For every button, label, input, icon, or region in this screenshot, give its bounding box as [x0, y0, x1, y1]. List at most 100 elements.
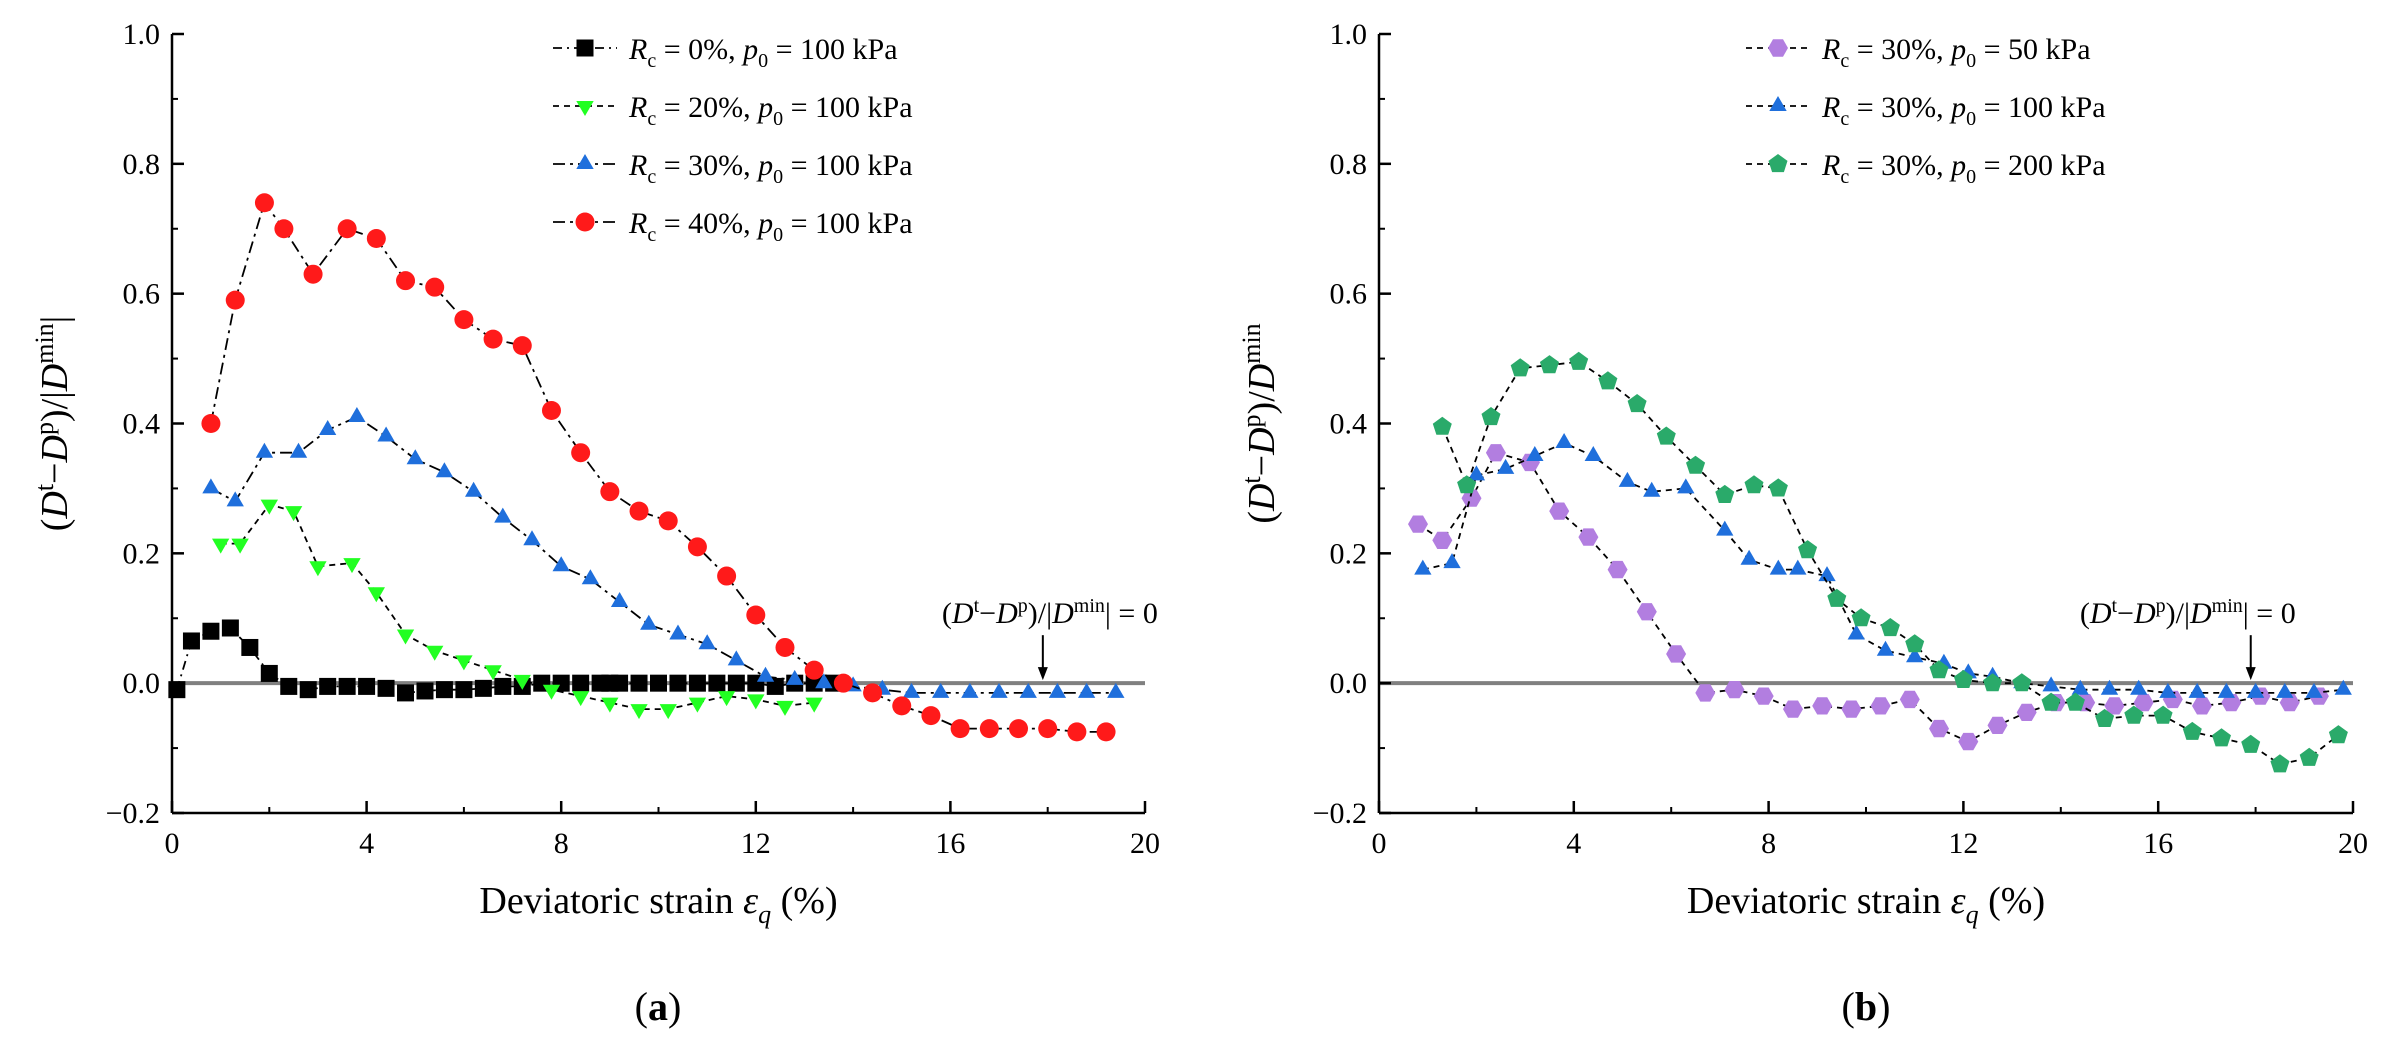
data-point: [542, 684, 561, 700]
legend-label: Rc = 40%, p0 = 100 kPa: [628, 207, 913, 246]
data-point: [2270, 754, 2290, 773]
legend-label: Rc = 0%, p0 = 100 kPa: [628, 33, 898, 72]
data-point: [465, 481, 483, 497]
data-point: [1905, 634, 1925, 653]
data-point: [201, 414, 221, 433]
data-point: [1414, 559, 1432, 575]
data-point: [1048, 682, 1067, 698]
legend-entry-4: Rc = 40%, p0 = 100 kPa: [553, 207, 913, 246]
data-point: [319, 677, 337, 695]
data-point: [1744, 475, 1764, 494]
data-point: [1677, 478, 1695, 494]
data-point: [338, 677, 356, 695]
x-tick-label: 8: [1761, 827, 1776, 860]
x-tick-label: 12: [1948, 827, 1978, 860]
series-line: [1441, 360, 2339, 766]
data-point: [309, 561, 327, 577]
data-point: [687, 537, 707, 557]
y-tick-label: 0.2: [1330, 537, 1368, 570]
data-point: [1497, 458, 1515, 474]
data-point: [494, 677, 512, 695]
data-point: [1107, 682, 1125, 698]
data-point: [786, 669, 804, 685]
data-point: [435, 681, 453, 699]
data-point: [979, 719, 999, 739]
data-point: [1789, 559, 1807, 575]
data-point: [746, 605, 766, 625]
data-point: [1510, 358, 1530, 377]
legend-label: Rc = 20%, p0 = 100 kPa: [628, 91, 913, 130]
data-point: [1461, 489, 1482, 507]
data-point: [2104, 697, 2125, 715]
data-point: [2212, 728, 2231, 747]
data-point: [1656, 426, 1676, 445]
data-point: [1643, 481, 1661, 497]
data-point: [2100, 679, 2119, 695]
data-point: [1019, 682, 1037, 698]
data-point: [950, 719, 970, 739]
x-tick-label: 8: [554, 827, 569, 860]
data-point: [892, 696, 912, 716]
legend-entry-2: Rc = 30%, p0 = 100 kPa: [1746, 91, 2106, 130]
data-point: [688, 697, 707, 713]
data-point: [2016, 703, 2037, 721]
data-point: [1578, 528, 1599, 546]
data-point: [2159, 682, 2177, 698]
data-point: [2279, 694, 2300, 712]
data-point: [581, 569, 600, 585]
data-point: [474, 679, 492, 697]
data-point: [1555, 433, 1573, 448]
series-2: [1414, 433, 2352, 698]
data-point: [280, 677, 298, 695]
data-point: [483, 329, 503, 349]
data-point: [1539, 355, 1559, 374]
data-point: [1666, 645, 1687, 663]
data-point: [241, 638, 259, 656]
data-point: [1827, 588, 1847, 607]
legend-entry-3: Rc = 30%, p0 = 200 kPa: [1746, 149, 2106, 188]
data-point: [435, 462, 454, 478]
data-point: [658, 511, 678, 531]
data-point: [1598, 371, 1618, 390]
data-point: [1841, 700, 1862, 718]
data-point: [455, 655, 473, 671]
data-point: [727, 650, 745, 666]
data-point: [1987, 716, 2008, 734]
data-point: [1481, 407, 1501, 426]
data-point: [1880, 618, 1900, 637]
data-point: [255, 442, 274, 458]
y-tick-label: 1.0: [123, 18, 161, 51]
data-point: [629, 501, 649, 521]
data-point: [775, 637, 795, 657]
series-3: [1432, 351, 2348, 773]
data-point: [1432, 416, 1452, 435]
data-point: [610, 592, 629, 607]
series-line: [210, 200, 1107, 733]
data-point: [289, 442, 308, 458]
series-2: [212, 499, 823, 720]
data-point: [226, 491, 244, 507]
data-point: [2217, 682, 2235, 698]
data-point: [2221, 694, 2242, 712]
series-line: [220, 503, 815, 710]
y-tick-label: 0.0: [1330, 667, 1368, 700]
data-point: [1958, 732, 1979, 751]
data-point: [717, 566, 737, 586]
data-point: [2299, 747, 2319, 766]
y-tick-label: 0.6: [1330, 278, 1368, 311]
data-point: [1740, 549, 1758, 565]
data-point: [1768, 478, 1788, 497]
data-point: [1686, 455, 1706, 474]
legend-marker: [1768, 39, 1788, 57]
data-point: [1812, 697, 1833, 715]
data-point: [416, 682, 434, 700]
data-point: [1783, 700, 1803, 718]
legend-entry-3: Rc = 30%, p0 = 100 kPa: [553, 149, 913, 188]
data-point: [254, 193, 274, 213]
data-point: [348, 407, 366, 422]
data-point: [611, 674, 629, 692]
data-point: [1467, 465, 1486, 481]
legend-label: Rc = 30%, p0 = 50 kPa: [1821, 33, 2091, 72]
x-tick-label: 12: [741, 827, 771, 860]
